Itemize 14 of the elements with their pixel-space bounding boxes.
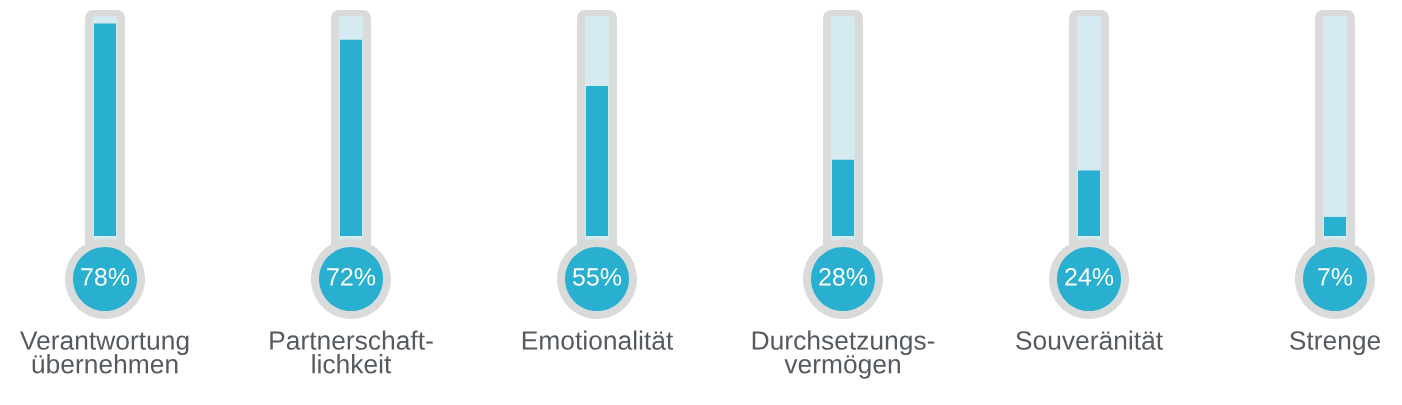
x-tick-label: Emotionalität: [522, 330, 674, 350]
data-label: 7%: [1318, 268, 1353, 286]
data-label: 24%: [1065, 268, 1114, 286]
x-tick-label: Partnerschaft- lichkeit: [270, 330, 433, 374]
bar: [1324, 216, 1346, 236]
data-label: 78%: [81, 268, 130, 286]
data-label: 28%: [819, 268, 868, 286]
data-label: 55%: [572, 268, 622, 286]
bar: [1078, 170, 1100, 236]
x-tick-label: Durchsetzungs- vermögen: [752, 330, 935, 379]
x-tick-label: Souveränität: [1016, 330, 1163, 350]
x-tick-label: Strenge: [1289, 331, 1381, 356]
x-tick-label: Verantwortung übernehmen: [20, 331, 189, 374]
data-label: 72%: [327, 268, 376, 286]
